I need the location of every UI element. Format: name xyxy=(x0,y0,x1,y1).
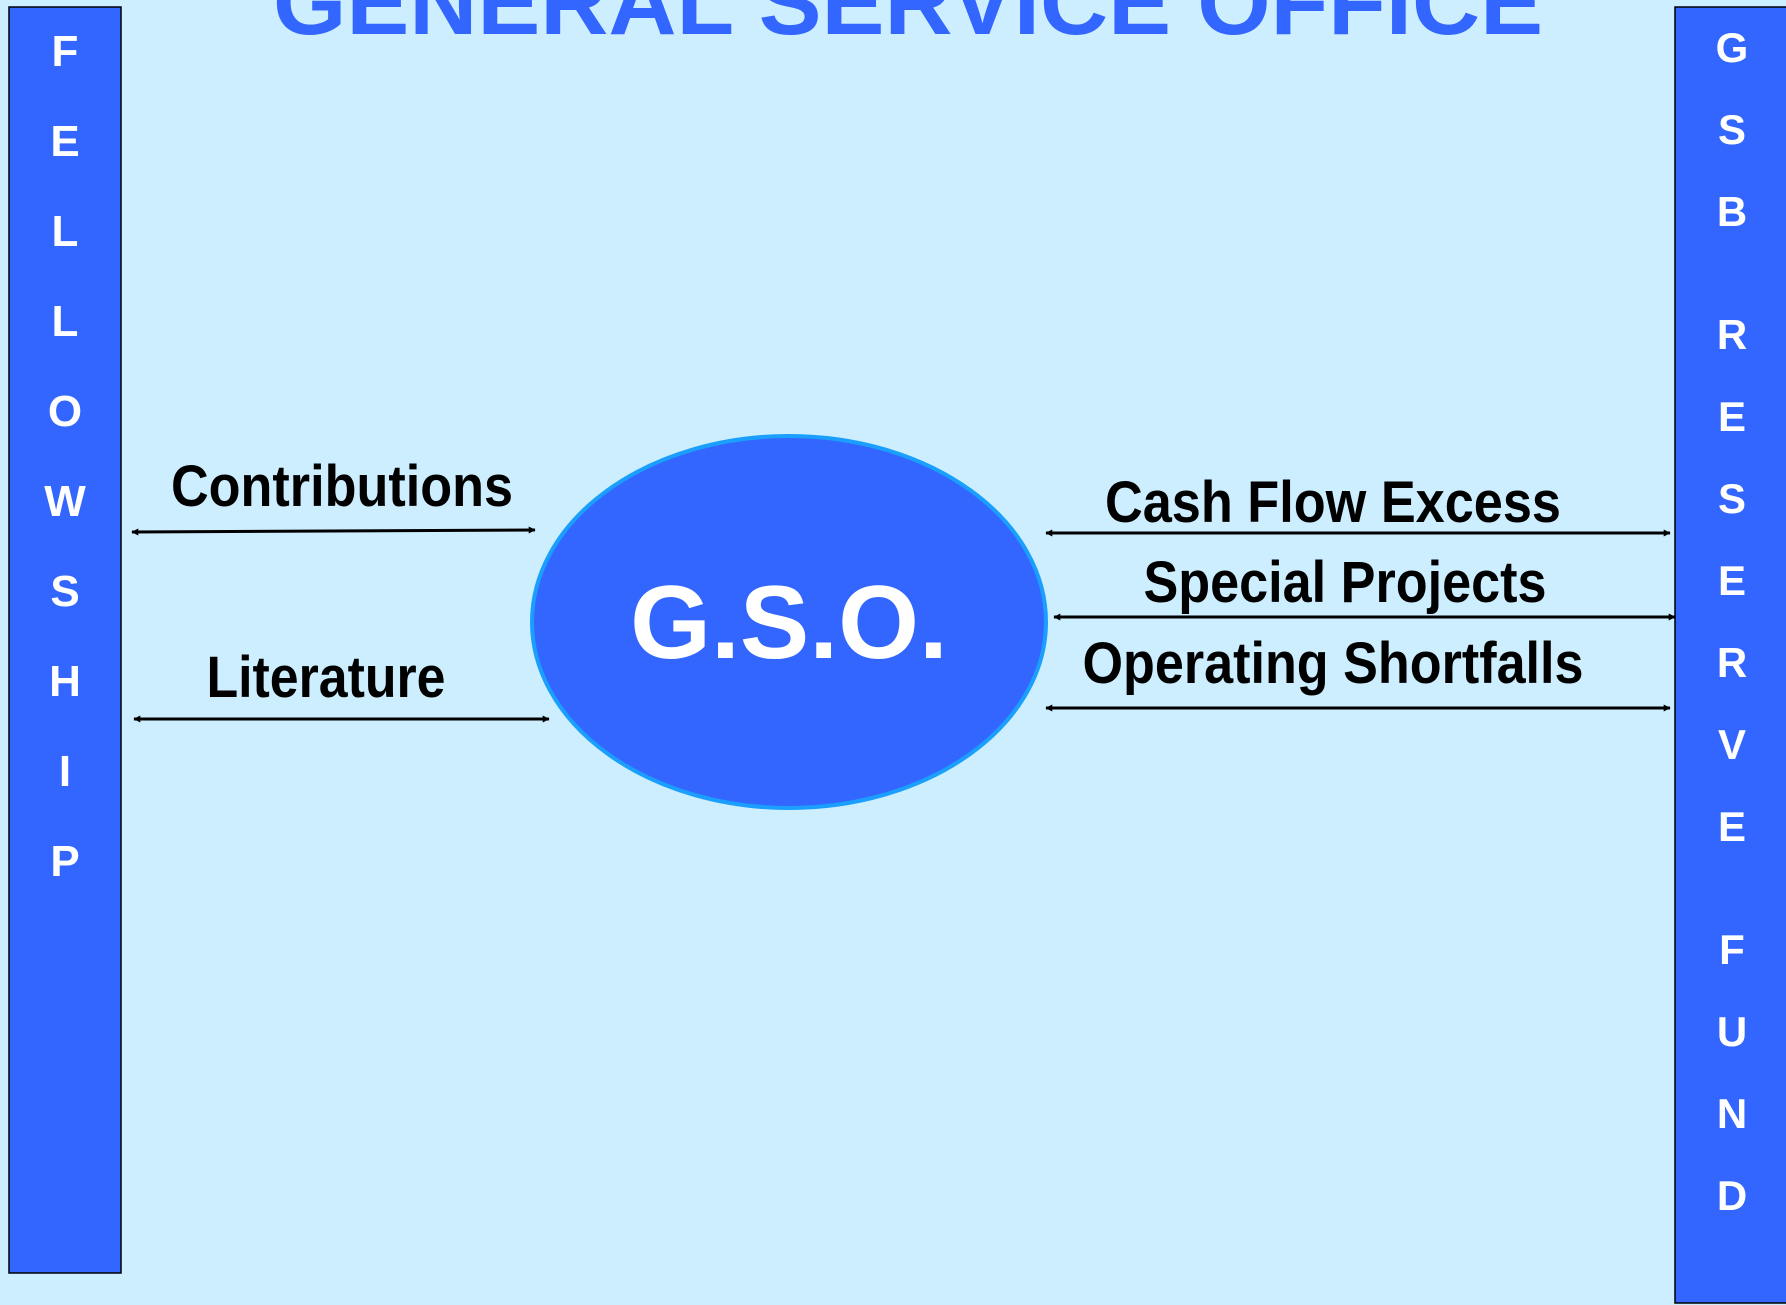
panel-letter: F xyxy=(1719,926,1745,973)
panel-letter: B xyxy=(1717,188,1747,235)
left-panel xyxy=(8,6,122,1274)
panel-letter: R xyxy=(1717,311,1747,358)
flow-label: Cash Flow Excess xyxy=(1105,470,1561,535)
panel-letter: N xyxy=(1717,1090,1747,1137)
flow-label: Special Projects xyxy=(1144,550,1547,615)
panel-letter: F xyxy=(52,27,79,76)
panel-letter: E xyxy=(1718,393,1746,440)
flow-label: Literature xyxy=(207,645,446,710)
panel-letter: D xyxy=(1717,1172,1747,1219)
panel-letter: R xyxy=(1717,639,1747,686)
panel-letter: S xyxy=(1718,106,1746,153)
panel-letter: V xyxy=(1718,721,1746,768)
panel-letter: G xyxy=(1716,24,1749,71)
arrows xyxy=(131,526,1676,723)
panel-letter: P xyxy=(50,837,79,886)
arrow xyxy=(131,526,536,536)
panel-letter: E xyxy=(1718,557,1746,604)
center-label: G.S.O. xyxy=(630,565,948,681)
panel-letter: E xyxy=(1718,803,1746,850)
panel-letter: I xyxy=(59,747,71,796)
panel-letter: S xyxy=(1718,475,1746,522)
panel-letter: E xyxy=(50,117,79,166)
panel-letter: U xyxy=(1717,1008,1747,1055)
panel-letter: O xyxy=(48,387,82,436)
panel-letter: W xyxy=(44,477,86,526)
title: GENERAL SERVICE OFFICE xyxy=(273,0,1543,54)
flow-label: Operating Shortfalls xyxy=(1083,631,1584,696)
gso-ellipse xyxy=(530,434,1048,810)
right-panel xyxy=(1674,6,1786,1304)
panel-letter: H xyxy=(49,657,81,706)
panel-letter: L xyxy=(52,207,79,256)
panel-letter: L xyxy=(52,297,79,346)
panel-letter: S xyxy=(50,567,79,616)
flow-label: Contributions xyxy=(171,454,513,519)
